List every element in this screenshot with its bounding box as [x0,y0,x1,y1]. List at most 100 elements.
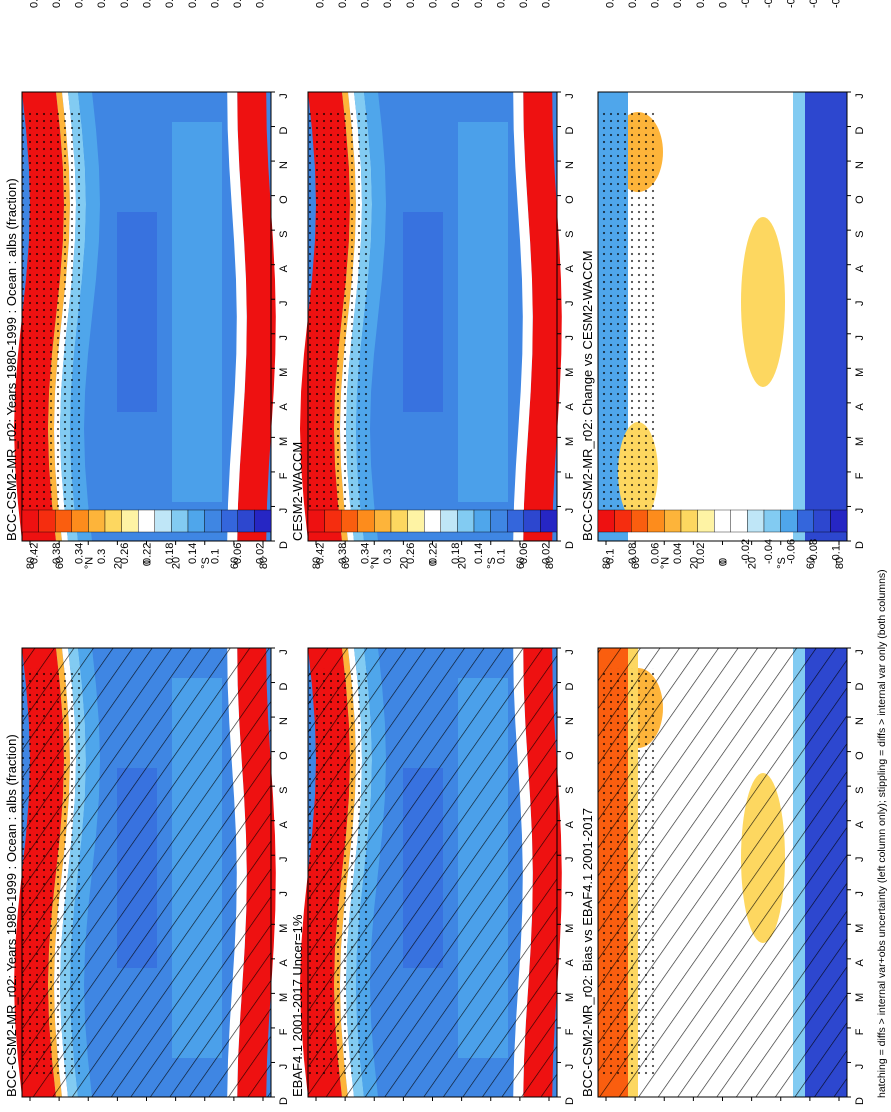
colorbar-label: 0.02 [255,0,267,8]
colorbar-label: 0.3 [382,0,394,8]
colorbar-segment [614,509,632,533]
month-tick-label: D [564,1097,576,1105]
colorbar-segment [390,509,408,533]
lat-tick-label: °N [83,557,95,569]
month-tick-label: M [564,924,576,933]
month-tick-label: D [854,127,866,135]
colorbar-label: 0 [718,2,730,8]
month-tick-label: N [854,161,866,169]
month-tick-label: D [854,1097,866,1105]
month-tick-label: J [278,1064,290,1070]
month-tick-label: J [564,300,576,306]
month-tick-label: A [278,403,290,411]
colorbar-label: 0.06 [650,543,662,564]
colorbar-label: -0.1 [831,0,843,8]
month-tick-label: A [854,820,866,828]
month-tick-label: J [278,300,290,306]
footnote: hatching = diffs > internal var+obs unce… [876,569,888,1098]
panel-title: BCC-CSM2-MR_r02: Years 1980-1999 : Ocean… [4,178,19,541]
colorbar-label: -0.08 [808,539,820,564]
colorbar-label: 0.06 [232,0,244,8]
lat-tick-label: 20 [398,557,410,569]
lat-tick-label: 80 [25,557,37,569]
field-patch [458,122,508,502]
month-tick-label: J [854,300,866,306]
month-tick-label: M [854,437,866,446]
month-tick-label: F [854,472,866,479]
lat-tick-label: 80 [311,557,323,569]
colorbar-segment [21,509,39,533]
colorbar-label: 0.3 [96,0,108,8]
month-tick-label: J [564,856,576,862]
colorbar-segment [631,509,649,533]
month-tick-label: J [564,891,576,897]
month-tick-label: N [854,717,866,725]
colorbar-label: 0.22 [428,0,440,8]
panel: BCC-CSM2-MR_r02: Change vs CESM2-WACCM D J… [580,0,866,569]
month-tick-label: A [564,959,576,967]
lat-tick-label: 20 [457,557,469,569]
month-tick-label: F [564,472,576,479]
lat-tick-label: 0 [428,560,440,566]
colorbar-segment [374,509,392,533]
colorbar-label: 0.18 [450,0,462,8]
month-tick-label: J [564,335,576,341]
stippling-overlay [22,668,82,1077]
lat-tick-label: 80 [601,557,613,569]
month-tick-label: S [854,786,866,793]
colorbar-segment [440,509,458,533]
colorbar-label: 0.42 [314,543,326,564]
month-tick-label: A [564,820,576,828]
month-tick-label: J [278,508,290,514]
month-tick-label: M [278,924,290,933]
colorbar-label: 0.38 [51,0,63,8]
month-tick-label: A [278,820,290,828]
field-band [513,92,533,541]
panel-title: BCC-CSM2-MR_r02: Years 1980-1999 : Ocean… [4,734,19,1097]
month-tick-label: S [278,230,290,237]
colorbar-segment [88,509,106,533]
colorbar-segment [154,509,172,533]
colorbar-segment [714,509,732,533]
month-tick-label: J [564,649,576,655]
lat-tick-label: 20 [747,557,759,569]
month-tick-label: F [278,472,290,479]
colorbar-segment [104,509,122,533]
month-tick-label: D [278,683,290,691]
panel: BCC-CSM2-MR_r02: Years 1980-1999 : Ocean… [4,509,290,1105]
colorbar-label: 0.34 [360,543,372,564]
panel-title: EBAF4.1 2001-2017 Uncer=1% [290,914,305,1097]
stippling-overlay [22,112,82,521]
colorbar-label: 0.06 [232,543,244,564]
colorbar-label: 0.22 [142,0,154,8]
month-tick-label: J [854,93,866,99]
stippling-overlay [598,668,658,1077]
colorbar-label: 0.42 [28,0,40,8]
field-band [793,92,805,541]
colorbar-segment [763,509,781,533]
month-tick-label: S [854,230,866,237]
month-tick-label: O [278,195,290,204]
colorbar-label: 0.14 [473,543,485,564]
month-tick-label: M [564,437,576,446]
colorbar-label: 0.3 [382,549,394,564]
month-tick-label: D [854,683,866,691]
month-tick-label: D [564,683,576,691]
panel: CESM2-WACCM D J F M A M J J A S O N D J 80 60 °N 20 0 20 °S 60… [290,0,576,569]
colorbar-label: 0.02 [695,0,707,8]
month-tick-label: J [564,508,576,514]
colorbar-label: 0.34 [74,0,86,8]
colorbar-label: 0.06 [518,543,530,564]
month-tick-label: A [564,403,576,411]
lat-tick-label: 60 [229,557,241,569]
colorbar-segment [137,509,155,533]
month-tick-label: S [564,230,576,237]
colorbar-segment [187,509,205,533]
colorbar-segment [730,509,748,533]
month-tick-label: M [854,993,866,1002]
month-tick-label: J [278,891,290,897]
colorbar-segment [324,509,342,533]
month-tick-label: J [854,856,866,862]
